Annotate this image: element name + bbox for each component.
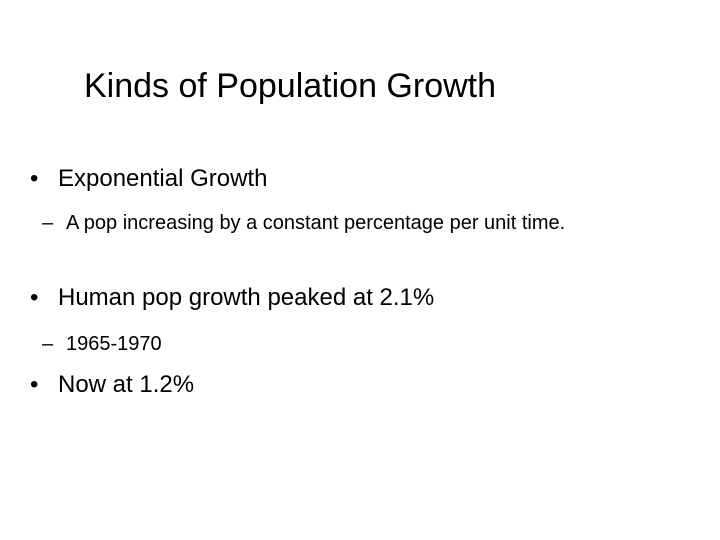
dash-icon: – <box>42 212 54 234</box>
bullet-text: Human pop growth peaked at 2.1% <box>58 284 435 311</box>
bullet-icon: • <box>30 371 39 398</box>
slide-title: Kinds of Population Growth <box>84 67 497 105</box>
bullet-text: Now at 1.2% <box>58 371 195 398</box>
sub-bullet-text: A pop increasing by a constant percentag… <box>66 212 566 234</box>
sub-bullet-text: 1965-1970 <box>66 333 162 355</box>
bullet-text: Exponential Growth <box>58 165 268 192</box>
dash-icon: – <box>42 333 54 355</box>
bullet-icon: • <box>30 284 39 311</box>
bullet-icon: • <box>30 165 39 192</box>
